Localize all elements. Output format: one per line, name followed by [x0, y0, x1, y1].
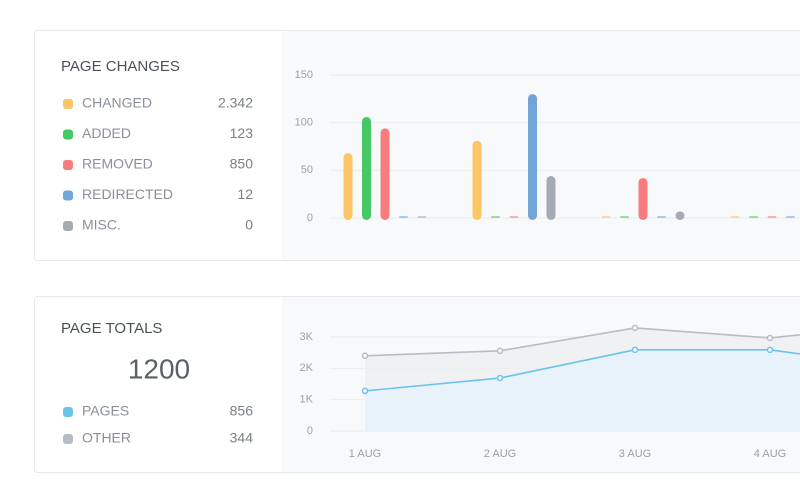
- point: [496, 374, 504, 382]
- point: [361, 387, 369, 395]
- legend-value: 0: [245, 217, 253, 233]
- legend-swatch: [63, 190, 73, 201]
- plot-background: [282, 31, 800, 260]
- bar: [675, 211, 685, 220]
- series-area: [365, 349, 800, 431]
- headline-number: 1200: [128, 353, 190, 384]
- bar: [528, 94, 537, 220]
- legend-value: 856: [230, 403, 254, 419]
- bar: [343, 153, 353, 220]
- legend-label: REMOVED: [82, 156, 153, 172]
- y-tick-label: 1K: [300, 394, 314, 406]
- bar: [491, 216, 500, 218]
- legend-swatch: [63, 221, 73, 231]
- bar: [546, 176, 556, 220]
- legend-value: 344: [230, 430, 254, 446]
- legend-label: CHANGED: [82, 95, 152, 111]
- legend-value: 2.342: [218, 95, 253, 111]
- bar: [638, 177, 648, 220]
- x-tick-label: 1 AUG: [349, 448, 381, 460]
- legend-label: REDIRECTED: [82, 186, 173, 202]
- bar: [417, 216, 427, 218]
- y-tick-label: 150: [295, 69, 313, 81]
- legend-label: MISC.: [82, 217, 121, 233]
- y-tick-label: 2K: [300, 362, 314, 374]
- y-tick-label: 50: [301, 164, 313, 176]
- bar: [472, 140, 482, 220]
- legend-value: 123: [230, 125, 254, 141]
- panel-title: PAGE CHANGES: [61, 58, 180, 75]
- legend-value: 850: [230, 156, 254, 172]
- bar: [509, 216, 519, 218]
- point: [766, 334, 774, 342]
- bar: [749, 216, 758, 218]
- legend-value: 12: [237, 186, 253, 202]
- legend-swatch: [63, 129, 73, 140]
- x-tick-label: 4 AUG: [754, 448, 786, 460]
- bar: [601, 216, 611, 218]
- y-tick-label: 0: [307, 212, 313, 224]
- legend-swatch: [63, 407, 73, 417]
- point: [631, 346, 639, 354]
- bar: [786, 216, 795, 218]
- bar: [620, 216, 629, 218]
- bar: [380, 128, 390, 220]
- y-tick-label: 3K: [300, 331, 314, 343]
- y-tick-label: 100: [295, 117, 313, 129]
- point: [496, 347, 504, 355]
- panel-title: PAGE TOTALS: [61, 320, 162, 337]
- bar: [399, 216, 408, 218]
- bar: [362, 116, 371, 220]
- point: [766, 346, 774, 354]
- x-tick-label: 3 AUG: [619, 448, 651, 460]
- point: [361, 352, 369, 360]
- legend-swatch: [63, 160, 73, 170]
- x-tick-label: 2 AUG: [484, 448, 516, 460]
- legend-label: PAGES: [82, 403, 129, 419]
- bar: [767, 216, 777, 218]
- legend-label: OTHER: [82, 430, 131, 446]
- bar: [730, 216, 740, 218]
- bar: [657, 216, 666, 218]
- point: [631, 324, 639, 332]
- y-tick-label: 0: [307, 425, 313, 437]
- legend-label: ADDED: [82, 125, 131, 141]
- legend-swatch: [63, 434, 73, 444]
- legend-swatch: [63, 99, 73, 109]
